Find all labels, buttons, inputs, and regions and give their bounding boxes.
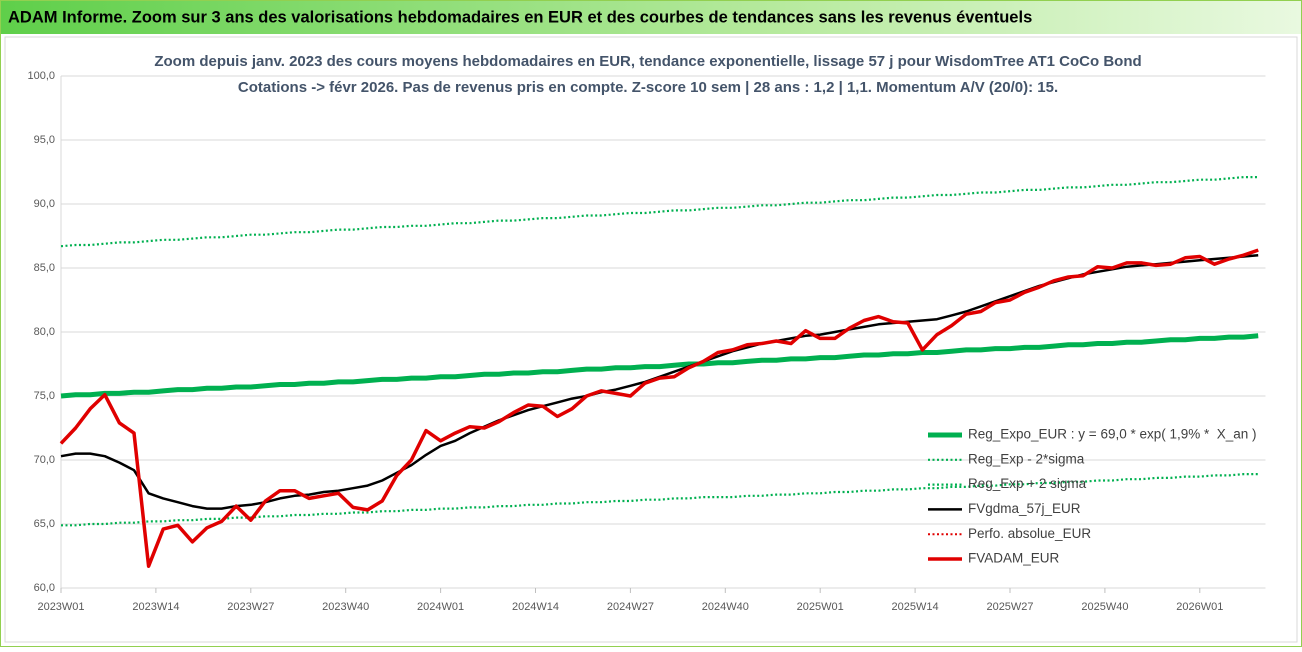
chart-subtitle: Cotations -> févr 2026. Pas de revenus p… xyxy=(238,79,1058,96)
plot-frame xyxy=(4,36,1298,643)
y-tick-label: 100,0 xyxy=(27,70,55,82)
x-tick-label: 2025W40 xyxy=(1081,601,1128,613)
legend-label: FVADAM_EUR xyxy=(968,551,1060,566)
y-tick-label: 95,0 xyxy=(34,134,55,146)
series-line xyxy=(61,473,1259,527)
x-tick-label: 2024W14 xyxy=(512,601,559,613)
x-tick-label: 2026W01 xyxy=(1176,601,1223,613)
y-tick-label: 70,0 xyxy=(34,454,55,466)
y-tick-label: 80,0 xyxy=(34,326,55,338)
x-tick-label: 2023W14 xyxy=(132,601,179,613)
x-tick-label: 2024W27 xyxy=(607,601,654,613)
legend-label: Reg_Expo_EUR : y = 69,0 * exp( 1,9% * X_… xyxy=(968,427,1257,442)
x-tick-label: 2024W01 xyxy=(417,601,464,613)
x-tick-label: 2024W40 xyxy=(702,601,749,613)
legend-label: FVgdma_57j_EUR xyxy=(968,501,1081,516)
y-tick-label: 65,0 xyxy=(34,518,55,530)
x-tick-label: 2025W01 xyxy=(797,601,844,613)
y-tick-label: 90,0 xyxy=(34,198,55,210)
series-line xyxy=(59,248,1259,568)
x-tick-label: 2023W27 xyxy=(227,601,274,613)
x-tick-label: 2023W01 xyxy=(37,601,84,613)
x-tick-label: 2025W27 xyxy=(986,601,1033,613)
legend-label: Perfo. absolue_EUR xyxy=(968,526,1091,541)
chart-title: Zoom depuis janv. 2023 des cours moyens … xyxy=(154,53,1141,70)
y-tick-label: 85,0 xyxy=(34,262,55,274)
legend-label: Reg_Exp + 2 sigma xyxy=(968,476,1087,491)
header-bar xyxy=(1,1,1301,34)
legend-label: Reg_Exp - 2*sigma xyxy=(968,451,1085,466)
y-tick-label: 60,0 xyxy=(34,582,55,594)
series-line xyxy=(60,176,1259,248)
header-title: ADAM Informe. Zoom sur 3 ans des valoris… xyxy=(8,8,1032,26)
y-tick-label: 75,0 xyxy=(34,390,55,402)
series-line xyxy=(60,333,1259,399)
x-tick-label: 2025W14 xyxy=(892,601,939,613)
x-tick-label: 2023W40 xyxy=(322,601,369,613)
